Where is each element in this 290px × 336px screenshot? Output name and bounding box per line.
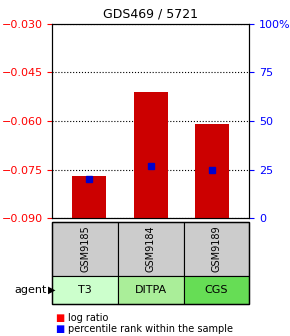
Text: agent: agent [14, 285, 46, 295]
Text: GSM9189: GSM9189 [211, 225, 222, 272]
Text: DITPA: DITPA [135, 285, 167, 295]
Bar [134, 92, 168, 218]
Text: T3: T3 [78, 285, 92, 295]
Text: ■: ■ [55, 312, 64, 323]
Text: GSM9184: GSM9184 [146, 225, 156, 272]
Text: log ratio: log ratio [68, 312, 108, 323]
Bar [195, 124, 229, 218]
Text: CGS: CGS [205, 285, 228, 295]
Title: GDS469 / 5721: GDS469 / 5721 [103, 8, 198, 21]
Text: GSM9185: GSM9185 [80, 225, 90, 272]
Bar [72, 176, 106, 218]
Text: percentile rank within the sample: percentile rank within the sample [68, 324, 233, 334]
Text: ■: ■ [55, 324, 64, 334]
Text: ▶: ▶ [48, 285, 55, 295]
